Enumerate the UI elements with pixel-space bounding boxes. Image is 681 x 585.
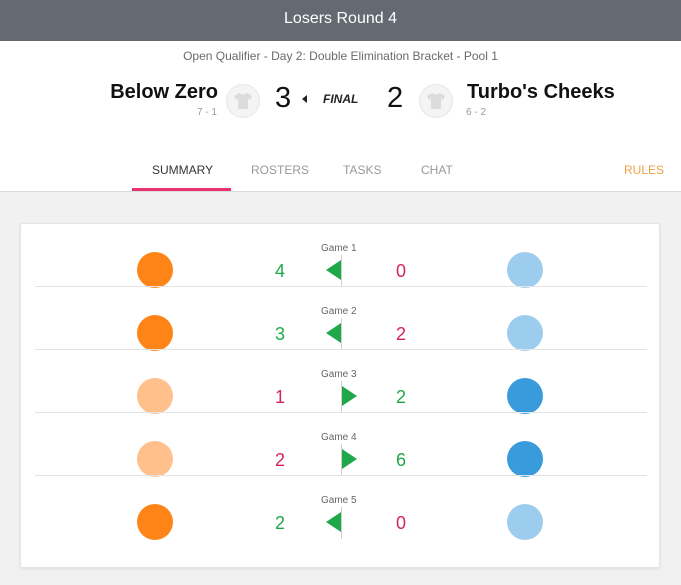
games-summary-card: Game 1 4 0 Game 2 3 2 Game 3 1 2 Game 4 … bbox=[20, 223, 660, 568]
tab-summary[interactable]: SUMMARY bbox=[152, 163, 214, 177]
tab-chat[interactable]: CHAT bbox=[421, 163, 453, 177]
winner-flag-left-icon bbox=[326, 323, 341, 343]
game-left-score: 2 bbox=[274, 450, 285, 470]
team-right-series-score: 2 bbox=[387, 82, 404, 114]
game-left-score: 4 bbox=[274, 261, 285, 281]
game-right-score: 2 bbox=[395, 324, 406, 344]
game-right-score: 0 bbox=[395, 513, 406, 533]
round-title: Losers Round 4 bbox=[284, 10, 397, 27]
row-divider bbox=[35, 475, 647, 476]
winner-flag-left-icon bbox=[326, 260, 341, 280]
game-divider-line bbox=[341, 381, 342, 413]
game-divider-line bbox=[341, 255, 342, 287]
tab-tasks[interactable]: TASKS bbox=[343, 163, 382, 177]
game-row: Game 3 1 2 bbox=[21, 350, 661, 414]
rules-link[interactable]: RULES bbox=[624, 163, 665, 177]
game-divider-line bbox=[341, 318, 342, 350]
game-left-score: 1 bbox=[274, 387, 285, 407]
game-left-score: 2 bbox=[274, 513, 285, 533]
team-right-result-dot bbox=[507, 504, 543, 540]
tab-rosters[interactable]: ROSTERS bbox=[251, 163, 310, 177]
game-label: Game 2 bbox=[321, 306, 357, 317]
match-header: Open Qualifier - Day 2: Double Eliminati… bbox=[0, 41, 681, 192]
game-label: Game 3 bbox=[321, 369, 357, 380]
team-left-result-dot bbox=[137, 504, 173, 540]
game-label: Game 5 bbox=[321, 495, 357, 506]
row-divider bbox=[35, 349, 647, 350]
game-divider-line bbox=[341, 444, 342, 476]
team-left-series-score: 3 bbox=[275, 82, 292, 114]
team-right-result-dot bbox=[507, 252, 543, 288]
game-divider-line bbox=[341, 507, 342, 539]
event-subtitle: Open Qualifier - Day 2: Double Eliminati… bbox=[183, 49, 498, 63]
team-right-result-dot bbox=[507, 441, 543, 477]
game-right-score: 2 bbox=[395, 387, 406, 407]
match-status: FINAL bbox=[323, 92, 359, 106]
team-left-result-dot bbox=[137, 441, 173, 477]
team-left-result-dot bbox=[137, 252, 173, 288]
game-right-score: 6 bbox=[395, 450, 406, 470]
team-left-result-dot bbox=[137, 378, 173, 414]
active-tab-indicator bbox=[132, 188, 231, 191]
game-right-score: 0 bbox=[395, 261, 406, 281]
team-right-result-dot bbox=[507, 315, 543, 351]
team-left-result-dot bbox=[137, 315, 173, 351]
team-left-name[interactable]: Below Zero bbox=[110, 81, 218, 103]
row-divider bbox=[35, 412, 647, 413]
game-label: Game 1 bbox=[321, 243, 357, 254]
game-row: Game 4 2 6 bbox=[21, 413, 661, 477]
team-left-jersey-icon[interactable] bbox=[226, 84, 260, 118]
team-left-record: 7 - 1 bbox=[196, 107, 217, 118]
team-right-record: 6 - 2 bbox=[466, 107, 487, 118]
game-row: Game 1 4 0 bbox=[21, 224, 661, 288]
round-title-bar: Losers Round 4 bbox=[0, 0, 681, 41]
team-right-jersey-icon[interactable] bbox=[419, 84, 453, 118]
game-label: Game 4 bbox=[321, 432, 357, 443]
game-row: Game 5 2 0 bbox=[21, 476, 661, 540]
winner-flag-left-icon bbox=[326, 512, 341, 532]
row-divider bbox=[35, 286, 647, 287]
game-left-score: 3 bbox=[274, 324, 285, 344]
winner-flag-right-icon bbox=[342, 449, 357, 469]
winner-flag-right-icon bbox=[342, 386, 357, 406]
game-row: Game 2 3 2 bbox=[21, 287, 661, 351]
winner-arrow-icon bbox=[302, 95, 307, 103]
team-right-name[interactable]: Turbo's Cheeks bbox=[467, 81, 615, 103]
team-right-result-dot bbox=[507, 378, 543, 414]
